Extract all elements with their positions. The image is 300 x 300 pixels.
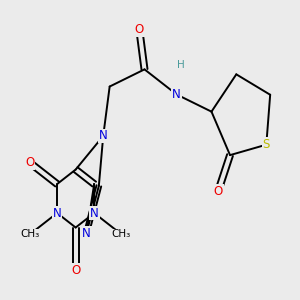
Text: N: N: [172, 88, 181, 101]
Text: O: O: [135, 23, 144, 36]
Text: N: N: [82, 227, 91, 240]
Text: N: N: [99, 130, 108, 142]
Text: H: H: [177, 60, 184, 70]
Text: O: O: [25, 156, 34, 169]
Text: S: S: [262, 138, 270, 151]
Text: N: N: [90, 206, 99, 220]
Text: CH₃: CH₃: [112, 230, 131, 239]
Text: CH₃: CH₃: [20, 230, 39, 239]
Text: O: O: [71, 264, 80, 277]
Text: O: O: [213, 185, 223, 198]
Text: N: N: [53, 206, 62, 220]
